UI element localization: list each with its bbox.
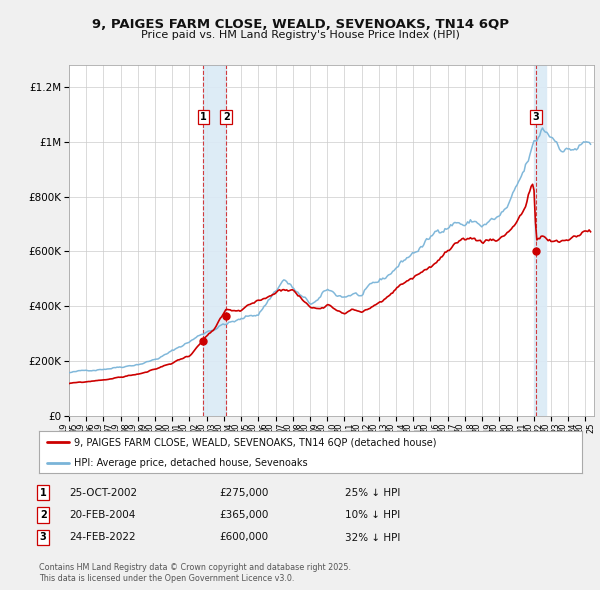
Text: 1: 1 xyxy=(40,488,47,497)
Bar xyxy=(533,65,545,416)
Text: This data is licensed under the Open Government Licence v3.0.: This data is licensed under the Open Gov… xyxy=(39,573,295,583)
Text: 20-FEB-2004: 20-FEB-2004 xyxy=(69,510,136,520)
Text: £600,000: £600,000 xyxy=(219,533,268,542)
Text: 24-FEB-2022: 24-FEB-2022 xyxy=(69,533,136,542)
Text: 25-OCT-2002: 25-OCT-2002 xyxy=(69,488,137,497)
Text: Price paid vs. HM Land Registry's House Price Index (HPI): Price paid vs. HM Land Registry's House … xyxy=(140,30,460,40)
Text: £365,000: £365,000 xyxy=(219,510,268,520)
Text: 9, PAIGES FARM CLOSE, WEALD, SEVENOAKS, TN14 6QP: 9, PAIGES FARM CLOSE, WEALD, SEVENOAKS, … xyxy=(91,18,509,31)
Text: 3: 3 xyxy=(533,112,539,122)
Text: 25% ↓ HPI: 25% ↓ HPI xyxy=(345,488,400,497)
Text: 32% ↓ HPI: 32% ↓ HPI xyxy=(345,533,400,542)
Bar xyxy=(203,65,226,416)
Text: 10% ↓ HPI: 10% ↓ HPI xyxy=(345,510,400,520)
Text: 1: 1 xyxy=(200,112,207,122)
Text: Contains HM Land Registry data © Crown copyright and database right 2025.: Contains HM Land Registry data © Crown c… xyxy=(39,563,351,572)
Text: £275,000: £275,000 xyxy=(219,488,268,497)
Text: HPI: Average price, detached house, Sevenoaks: HPI: Average price, detached house, Seve… xyxy=(74,458,308,467)
Text: 2: 2 xyxy=(40,510,47,520)
Text: 9, PAIGES FARM CLOSE, WEALD, SEVENOAKS, TN14 6QP (detached house): 9, PAIGES FARM CLOSE, WEALD, SEVENOAKS, … xyxy=(74,437,437,447)
Text: 3: 3 xyxy=(40,533,47,542)
Text: 2: 2 xyxy=(223,112,230,122)
